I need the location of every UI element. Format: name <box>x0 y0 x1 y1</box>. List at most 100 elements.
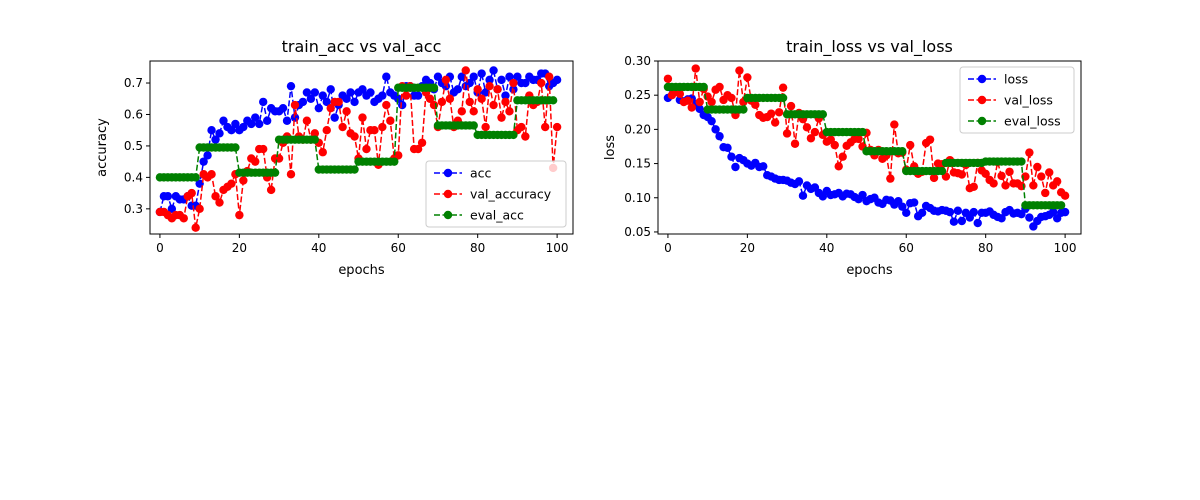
data-point <box>699 82 708 92</box>
plot-frame <box>657 60 1082 235</box>
x-tick-label: 0 <box>664 241 672 255</box>
data-point <box>465 97 474 107</box>
data-point <box>485 81 494 91</box>
data-point <box>195 204 204 214</box>
data-point <box>318 91 327 100</box>
data-point <box>1056 201 1066 210</box>
data-point <box>163 192 173 201</box>
data-point <box>537 78 546 88</box>
data-point <box>798 191 808 200</box>
data-point <box>953 206 963 215</box>
y-tick-label: 0.30 <box>624 54 651 68</box>
data-point <box>302 88 312 97</box>
data-point <box>318 148 327 157</box>
legend-label: eval_loss <box>1004 114 1061 129</box>
data-point <box>751 100 760 109</box>
legend-label: acc <box>470 166 492 181</box>
data-point <box>413 144 423 154</box>
data-point <box>778 83 788 92</box>
data-point <box>743 73 752 82</box>
data-point <box>1005 167 1014 176</box>
series-eval-loss <box>663 82 1066 210</box>
data-point <box>239 122 248 132</box>
data-point <box>310 129 320 138</box>
y-tick-label: 0.4 <box>124 170 143 184</box>
series-eval-acc <box>155 83 558 182</box>
data-point <box>437 97 447 107</box>
data-point <box>790 139 800 148</box>
data-point <box>917 208 927 217</box>
data-point <box>925 135 935 144</box>
data-point <box>453 85 463 94</box>
data-point <box>215 129 224 138</box>
data-point <box>262 116 272 125</box>
data-point <box>306 94 316 103</box>
data-point <box>310 88 320 97</box>
data-point <box>691 64 700 73</box>
y-tick-label: 0.15 <box>624 157 651 171</box>
data-point <box>517 122 526 132</box>
data-point <box>981 169 990 179</box>
data-point <box>945 207 955 217</box>
x-tick-label: 20 <box>232 241 247 255</box>
data-point <box>286 81 296 91</box>
data-point <box>298 97 308 107</box>
data-point <box>394 151 403 160</box>
data-point <box>247 119 256 129</box>
data-point <box>973 218 982 228</box>
x-tick-label: 80 <box>978 241 993 255</box>
legend-marker <box>443 189 453 199</box>
data-point <box>1025 213 1034 222</box>
x-tick-label: 80 <box>470 241 485 255</box>
data-point <box>727 93 736 103</box>
data-point <box>366 88 375 97</box>
data-point <box>997 214 1006 223</box>
data-point <box>501 97 510 107</box>
data-point <box>203 151 212 160</box>
data-point <box>235 210 244 220</box>
data-point <box>544 72 554 81</box>
y-tick-label: 0.7 <box>124 76 143 90</box>
data-point <box>469 121 478 130</box>
data-point <box>231 119 240 129</box>
legend-item-val-accuracy: val_accuracy <box>434 187 552 202</box>
data-point <box>929 173 939 183</box>
y-tick-label: 0.25 <box>624 88 651 102</box>
data-point <box>997 171 1006 181</box>
x-tick-label: 60 <box>391 241 406 255</box>
data-point <box>969 182 978 192</box>
data-point <box>810 127 820 137</box>
data-point <box>1025 148 1034 157</box>
data-point <box>513 72 522 81</box>
y-axis-label: loss <box>603 135 618 160</box>
data-point <box>695 104 704 114</box>
data-point <box>969 207 978 217</box>
chart-2: train_loss vs val_loss 0 20 40 60 80 100 0.05 0.… <box>603 37 1082 278</box>
x-tick-label: 60 <box>899 241 914 255</box>
data-point <box>818 110 828 119</box>
data-point <box>898 147 907 156</box>
data-point <box>501 91 510 100</box>
data-point <box>778 93 788 103</box>
data-point <box>342 94 351 103</box>
data-point <box>838 152 847 161</box>
y-tick-label: 0.20 <box>624 122 651 136</box>
data-point <box>282 116 292 125</box>
legend-box <box>425 160 567 228</box>
data-point <box>509 78 518 88</box>
chart-1: train_acc vs val_acc 0 20 40 60 80 100 0.3 0.4 0.… <box>95 37 574 278</box>
data-point <box>902 208 911 217</box>
data-point <box>445 94 455 103</box>
data-point <box>489 66 498 75</box>
data-point <box>886 174 895 183</box>
legend-marker <box>443 210 453 220</box>
data-point <box>290 100 300 110</box>
data-point <box>552 75 562 85</box>
data-point <box>477 94 486 103</box>
data-point <box>433 72 443 81</box>
data-point <box>489 100 498 110</box>
data-point <box>255 119 264 129</box>
data-point <box>1041 188 1050 198</box>
legend-marker <box>443 168 453 178</box>
chart-title: train_loss vs val_loss <box>786 37 953 57</box>
